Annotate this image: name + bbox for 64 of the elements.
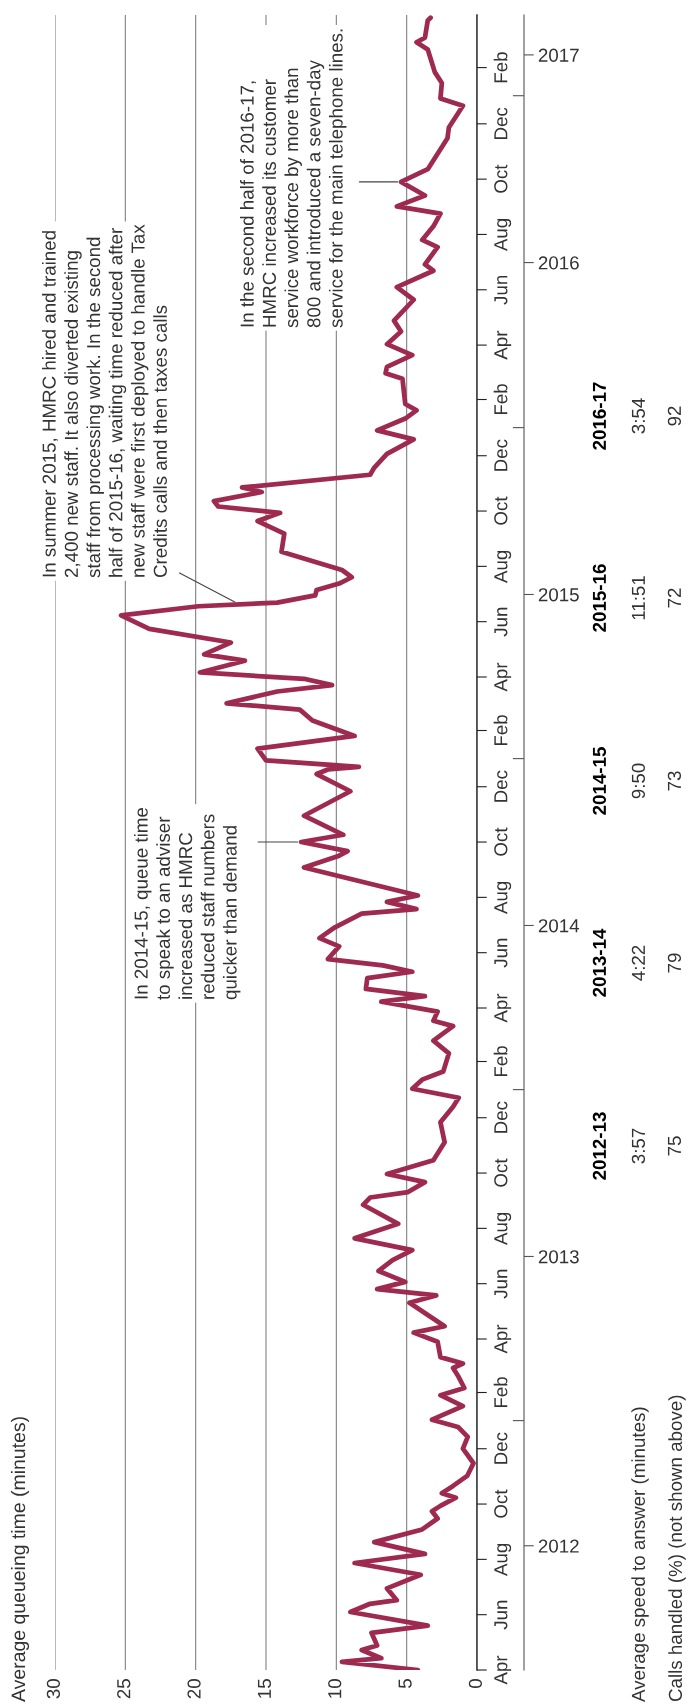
text: 75	[667, 1136, 682, 1156]
text: Average speed to answer (minutes)	[631, 1407, 649, 1702]
text: 3:54	[631, 398, 646, 434]
y-tick-label: Oct	[494, 496, 508, 525]
x-tick-label: 20	[187, 1679, 201, 1699]
y-tick-label: Dec	[494, 1432, 508, 1464]
y2-tick-label: 2015	[538, 588, 579, 602]
text: Calls handled (%) (not shown above)	[668, 1395, 686, 1702]
x-tick-label: 30	[46, 1679, 61, 1699]
text: 2016-17	[592, 382, 607, 450]
y2-tick-label: 2014	[538, 919, 580, 933]
y-tick-label: Jun	[494, 1269, 508, 1299]
y-tick-label: Dec	[494, 107, 508, 139]
text: 92	[667, 406, 682, 426]
y-tick-label: Dec	[494, 1101, 508, 1133]
text: 3:57	[631, 1128, 646, 1164]
y-tick-label: Oct	[494, 1158, 508, 1187]
x-tick-label: 15	[257, 1679, 272, 1698]
y-tick-label: Oct	[494, 164, 508, 193]
annotation: In summer 2015, HMRC hired and trained 2,400 new staff. It also diverted existing staff from processing work. In the second half of 2015-16, waiting time reduced after new staff were first deployed to handle Tax Credits calls and then taxes calls	[42, 224, 167, 578]
y-tick-label: Jun	[494, 607, 508, 637]
y-tick-label: Aug	[494, 550, 512, 584]
y-tick-label: Aug	[494, 881, 512, 915]
text: 4:22	[631, 945, 645, 981]
y-tick-label: Aug	[494, 1543, 512, 1577]
y-tick-label: Feb	[493, 715, 508, 746]
y2-tick-label: 2017	[538, 48, 579, 62]
y-tick-label: Apr	[494, 662, 512, 692]
y-tick-label: Apr	[494, 330, 512, 360]
x-tick-label: 25	[117, 1679, 131, 1699]
y-tick-label: Apr	[494, 1324, 512, 1354]
text: 2015-16	[592, 564, 607, 632]
text: 79	[667, 953, 682, 973]
text: Average queueing time (minutes)	[10, 1417, 30, 1702]
y-tick-label: Aug	[494, 218, 512, 252]
y-tick-label: Dec	[494, 439, 508, 471]
y2-tick-label: 2012	[538, 1539, 579, 1553]
annotation: In the second half of 2016-17, HMRC increased its customer service workforce by more than 800 and introduced a seven-day service for the main telephone lines.	[240, 29, 347, 328]
y2-tick-label: 2013	[538, 1250, 579, 1264]
text: 73	[667, 771, 682, 791]
text: 72	[667, 588, 681, 608]
text: 2014-15	[592, 747, 607, 815]
text: 2013-14	[592, 928, 607, 997]
y-tick-label: Jun	[494, 938, 508, 968]
y-tick-label: Feb	[493, 384, 508, 415]
y2-tick-label: 2016	[538, 256, 579, 270]
y-tick-label: Oct	[494, 1489, 508, 1518]
annotation: In 2014-15, queue time to speak to an adviser increased as HMRC reduced staff numbers quicker than demand	[134, 807, 241, 1000]
y-tick-label: Feb	[493, 1046, 508, 1077]
x-tick-label: 10	[328, 1679, 342, 1698]
text: 11:51	[631, 576, 646, 620]
y-tick-label: Jun	[494, 275, 508, 305]
x-tick-label: 0	[468, 1679, 483, 1689]
text: 9:50	[631, 763, 646, 799]
y-tick-label: Oct	[494, 827, 508, 856]
x-tick-label: 5	[398, 1679, 412, 1689]
y-tick-label: Dec	[494, 770, 508, 802]
y-tick-label: Feb	[493, 52, 508, 83]
y-tick-label: Feb	[493, 1377, 508, 1408]
y-tick-label: Apr	[494, 993, 512, 1023]
y-tick-label: Jun	[494, 1600, 508, 1630]
y-tick-label: Aug	[494, 1212, 512, 1246]
y-tick-label: Apr	[494, 1655, 512, 1685]
text: 2012-13	[592, 1112, 607, 1180]
